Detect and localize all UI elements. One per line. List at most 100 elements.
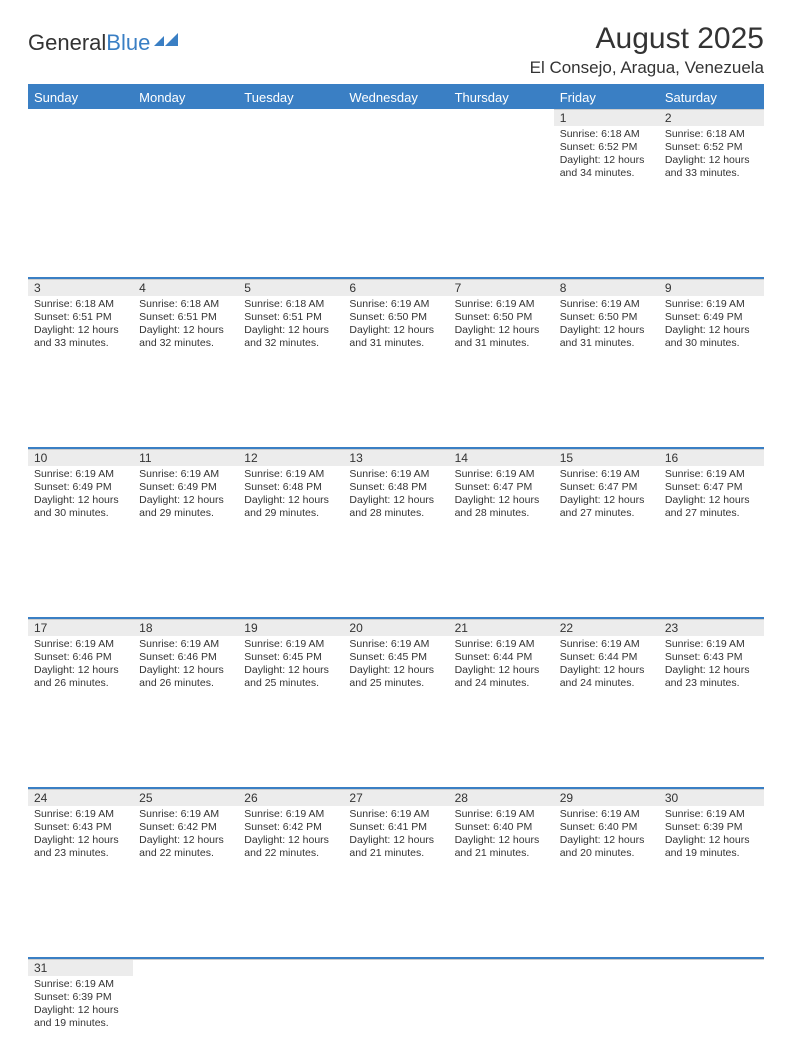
day-cell: Sunrise: 6:19 AMSunset: 6:49 PMDaylight:…	[659, 296, 764, 372]
day-cell: Sunrise: 6:19 AMSunset: 6:47 PMDaylight:…	[554, 466, 659, 542]
day-header: Monday	[133, 86, 238, 109]
day-cell: Sunrise: 6:19 AMSunset: 6:45 PMDaylight:…	[238, 636, 343, 712]
sunrise-text: Sunrise: 6:19 AM	[34, 638, 127, 651]
day-cell: Sunrise: 6:19 AMSunset: 6:47 PMDaylight:…	[659, 466, 764, 542]
day-details: Sunrise: 6:18 AMSunset: 6:51 PMDaylight:…	[133, 296, 238, 355]
sunset-text: Sunset: 6:45 PM	[244, 651, 337, 664]
sunset-text: Sunset: 6:42 PM	[139, 821, 232, 834]
day-details: Sunrise: 6:19 AMSunset: 6:44 PMDaylight:…	[554, 636, 659, 695]
day-number: 27	[343, 789, 448, 806]
day-details: Sunrise: 6:19 AMSunset: 6:50 PMDaylight:…	[343, 296, 448, 355]
daylight-text: Daylight: 12 hours and 27 minutes.	[665, 494, 758, 520]
day-number: 4	[133, 279, 238, 296]
day-cell: Sunrise: 6:19 AMSunset: 6:42 PMDaylight:…	[133, 806, 238, 882]
daynum-row: 12	[28, 109, 764, 126]
daynum-row: 3456789	[28, 278, 764, 296]
daylight-text: Daylight: 12 hours and 32 minutes.	[139, 324, 232, 350]
day-cell	[28, 126, 133, 202]
day-header: Sunday	[28, 86, 133, 109]
day-details: Sunrise: 6:18 AMSunset: 6:51 PMDaylight:…	[238, 296, 343, 355]
day-cell: Sunrise: 6:19 AMSunset: 6:44 PMDaylight:…	[449, 636, 554, 712]
sunset-text: Sunset: 6:51 PM	[244, 311, 337, 324]
day-content-row: Sunrise: 6:19 AMSunset: 6:39 PMDaylight:…	[28, 976, 764, 1052]
day-cell: Sunrise: 6:19 AMSunset: 6:43 PMDaylight:…	[659, 636, 764, 712]
day-cell	[238, 976, 343, 1052]
day-number: 21	[449, 619, 554, 636]
sunset-text: Sunset: 6:50 PM	[455, 311, 548, 324]
day-cell	[554, 976, 659, 1052]
day-cell: Sunrise: 6:19 AMSunset: 6:41 PMDaylight:…	[343, 806, 448, 882]
day-details: Sunrise: 6:19 AMSunset: 6:49 PMDaylight:…	[133, 466, 238, 525]
sunrise-text: Sunrise: 6:19 AM	[560, 808, 653, 821]
sunset-text: Sunset: 6:47 PM	[665, 481, 758, 494]
day-number	[554, 959, 659, 976]
day-number	[343, 959, 448, 976]
sunrise-text: Sunrise: 6:19 AM	[349, 638, 442, 651]
sunrise-text: Sunrise: 6:19 AM	[665, 468, 758, 481]
day-number	[659, 959, 764, 976]
sunset-text: Sunset: 6:42 PM	[244, 821, 337, 834]
sunrise-text: Sunrise: 6:19 AM	[455, 468, 548, 481]
day-cell: Sunrise: 6:19 AMSunset: 6:43 PMDaylight:…	[28, 806, 133, 882]
sunset-text: Sunset: 6:39 PM	[665, 821, 758, 834]
day-cell: Sunrise: 6:18 AMSunset: 6:51 PMDaylight:…	[238, 296, 343, 372]
day-number	[133, 109, 238, 125]
sunrise-text: Sunrise: 6:19 AM	[560, 638, 653, 651]
sunset-text: Sunset: 6:41 PM	[349, 821, 442, 834]
sunset-text: Sunset: 6:49 PM	[139, 481, 232, 494]
daylight-text: Daylight: 12 hours and 29 minutes.	[244, 494, 337, 520]
day-number	[238, 959, 343, 976]
daylight-text: Daylight: 12 hours and 32 minutes.	[244, 324, 337, 350]
sunrise-text: Sunrise: 6:19 AM	[665, 808, 758, 821]
daylight-text: Daylight: 12 hours and 28 minutes.	[455, 494, 548, 520]
day-cell	[343, 126, 448, 202]
day-details: Sunrise: 6:19 AMSunset: 6:42 PMDaylight:…	[238, 806, 343, 865]
sunset-text: Sunset: 6:40 PM	[560, 821, 653, 834]
day-details: Sunrise: 6:19 AMSunset: 6:50 PMDaylight:…	[449, 296, 554, 355]
week-separator	[28, 712, 764, 788]
daylight-text: Daylight: 12 hours and 34 minutes.	[560, 154, 653, 180]
sunrise-text: Sunrise: 6:19 AM	[455, 638, 548, 651]
day-details: Sunrise: 6:19 AMSunset: 6:46 PMDaylight:…	[133, 636, 238, 695]
day-number: 17	[28, 619, 133, 636]
daylight-text: Daylight: 12 hours and 27 minutes.	[560, 494, 653, 520]
daylight-text: Daylight: 12 hours and 33 minutes.	[34, 324, 127, 350]
day-details: Sunrise: 6:19 AMSunset: 6:40 PMDaylight:…	[554, 806, 659, 865]
sunrise-text: Sunrise: 6:19 AM	[244, 468, 337, 481]
daylight-text: Daylight: 12 hours and 24 minutes.	[560, 664, 653, 690]
day-details: Sunrise: 6:19 AMSunset: 6:47 PMDaylight:…	[554, 466, 659, 525]
sunset-text: Sunset: 6:46 PM	[139, 651, 232, 664]
day-details: Sunrise: 6:19 AMSunset: 6:45 PMDaylight:…	[343, 636, 448, 695]
day-details: Sunrise: 6:19 AMSunset: 6:43 PMDaylight:…	[28, 806, 133, 865]
week-separator	[28, 372, 764, 448]
day-details: Sunrise: 6:18 AMSunset: 6:51 PMDaylight:…	[28, 296, 133, 355]
day-content-row: Sunrise: 6:19 AM Sunset: 6:43 PM Daylight:…	[28, 806, 764, 882]
sunset-text: Sunset: 6:47 PM	[560, 481, 653, 494]
day-number: 19	[238, 619, 343, 636]
day-cell	[343, 976, 448, 1052]
day-cell: Sunrise: 6:19 AMSunset: 6:50 PMDaylight:…	[554, 296, 659, 372]
day-header: Tuesday	[238, 86, 343, 109]
daylight-text: Daylight: 12 hours and 26 minutes.	[139, 664, 232, 690]
sunrise-text: Sunrise: 6:18 AM	[34, 298, 127, 311]
daynum-row: 10111213141516	[28, 448, 764, 466]
day-details: Sunrise: 6:19 AMSunset: 6:42 PMDaylight:…	[133, 806, 238, 865]
daylight-text: Daylight: 12 hours and 30 minutes.	[665, 324, 758, 350]
day-content-row: Sunrise: 6:18 AMSunset: 6:51 PMDaylight:…	[28, 296, 764, 372]
sunrise-text: Sunrise: 6:19 AM	[139, 808, 232, 821]
day-cell	[659, 976, 764, 1052]
day-cell: Sunrise: 6:19 AMSunset: 6:40 PMDaylight:…	[554, 806, 659, 882]
day-number: 5	[238, 279, 343, 296]
daylight-text: Daylight: 12 hours and 28 minutes.	[349, 494, 442, 520]
sunrise-text: Sunrise: 6:18 AM	[244, 298, 337, 311]
daylight-text: Daylight: 12 hours and 22 minutes.	[139, 834, 232, 860]
sunrise-text: Sunrise: 6:19 AM	[349, 298, 442, 311]
sunset-text: Sunset: 6:43 PM	[34, 821, 127, 834]
sunset-text: Sunset: 6:50 PM	[349, 311, 442, 324]
day-details: Sunrise: 6:19 AMSunset: 6:39 PMDaylight:…	[28, 976, 133, 1035]
sunset-text: Sunset: 6:49 PM	[665, 311, 758, 324]
sunrise-text: Sunrise: 6:19 AM	[139, 638, 232, 651]
title-block: August 2025 El Consejo, Aragua, Venezuel…	[530, 22, 764, 78]
day-number: 7	[449, 279, 554, 296]
sunrise-text: Sunrise: 6:19 AM	[349, 808, 442, 821]
